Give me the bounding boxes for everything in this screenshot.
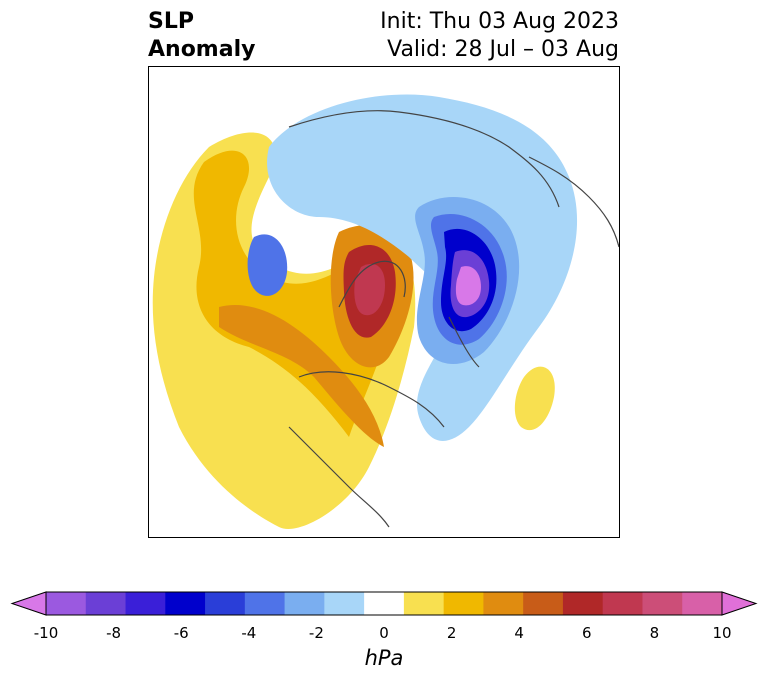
colorbar-segment: [364, 592, 405, 615]
colorbar-tick-label: 2: [446, 624, 457, 642]
coastlines: [288, 110, 619, 528]
anomaly-map: [148, 66, 620, 538]
negative-anomaly-lightblue: [267, 94, 578, 441]
colorbar-tick-label: 8: [649, 624, 660, 642]
colorbar-segment: [324, 592, 365, 615]
positive-anomaly-peak: [354, 263, 385, 316]
colorbar-segment: [443, 592, 484, 615]
colorbar-segment: [523, 592, 564, 615]
negative-anomaly-west: [247, 234, 288, 296]
colorbar-segment: [682, 592, 723, 615]
colorbar: [10, 591, 758, 616]
colorbar-tick-label: -4: [241, 624, 257, 642]
colorbar-arrow-low: [10, 591, 47, 616]
colorbar-segment: [125, 592, 166, 615]
colorbar-tick-label: 0: [379, 624, 389, 642]
colorbar-tick-label: -8: [106, 624, 122, 642]
colorbar-segment: [403, 592, 445, 615]
colorbar-tick-label: 6: [582, 624, 592, 642]
title-type: Anomaly: [148, 37, 256, 62]
chart-title-left: SLP Anomaly: [148, 8, 255, 64]
colorbar-tick-label: -6: [173, 624, 189, 642]
title-variable: SLP: [148, 9, 194, 34]
chart-title-right: Init: Thu 03 Aug 2023 Valid: 28 Jul – 03…: [380, 8, 619, 64]
positive-anomaly-darkorange: [219, 305, 384, 447]
colorbar-segment: [562, 592, 604, 615]
colorbar-segment: [205, 592, 246, 615]
colorbar-tick-label: -10: [33, 624, 59, 642]
colorbar-segment: [46, 592, 87, 615]
negative-anomaly-peak: [455, 266, 481, 306]
colorbar-segment: [85, 592, 127, 615]
colorbar-tick-label: -2: [308, 624, 324, 642]
positive-anomaly-atlantic: [514, 366, 555, 431]
colorbar-segment: [165, 592, 206, 615]
map-svg: [152, 94, 619, 529]
colorbar-segment: [642, 592, 683, 615]
positive-anomaly-orange: [193, 150, 395, 437]
init-date: Init: Thu 03 Aug 2023: [380, 9, 619, 34]
colorbar-segment: [244, 592, 286, 615]
colorbar-segment: [284, 592, 325, 615]
colorbar-segment: [483, 592, 524, 615]
colorbar-arrow-high: [721, 591, 758, 616]
colorbar-segment: [602, 592, 643, 615]
valid-range: Valid: 28 Jul – 03 Aug: [387, 37, 619, 62]
colorbar-tick-label: 10: [712, 624, 732, 642]
colorbar-units: hPa: [364, 646, 404, 670]
colorbar-tick-label: 4: [514, 624, 524, 642]
